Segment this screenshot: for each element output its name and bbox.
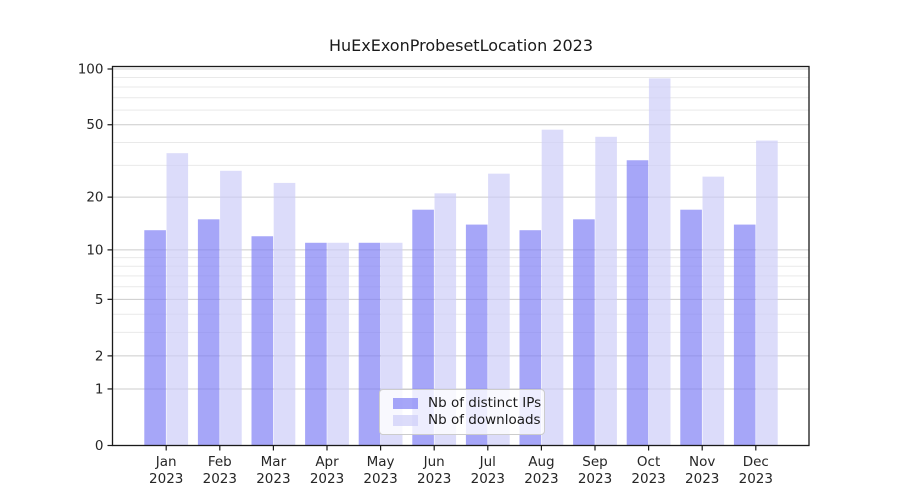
x-tick-label-aug: Aug [528, 454, 554, 470]
bar-nov-nb-of-downloads [702, 176, 725, 446]
x-tick-label-jan: Jan [155, 454, 177, 470]
y-tick-label-5: 5 [95, 292, 104, 308]
x-tick-year-feb: 2023 [203, 471, 237, 487]
x-tick-label-dec: Dec [743, 454, 769, 470]
bar-mar-nb-of-distinct-ips [251, 236, 274, 446]
bar-nov-nb-of-distinct-ips [680, 209, 702, 446]
y-tick-label-1: 1 [95, 381, 104, 397]
x-tick-year-jul: 2023 [471, 471, 505, 487]
x-tick-year-aug: 2023 [524, 471, 558, 487]
x-tick-year-nov: 2023 [685, 471, 719, 487]
x-tick-year-jan: 2023 [149, 471, 183, 487]
bar-oct-nb-of-downloads [648, 78, 671, 446]
x-tick-year-mar: 2023 [256, 471, 290, 487]
bar-jan-nb-of-distinct-ips [144, 230, 166, 446]
x-tick-year-dec: 2023 [739, 471, 773, 487]
x-tick-year-sep: 2023 [578, 471, 612, 487]
x-tick-label-feb: Feb [208, 454, 232, 470]
bar-apr-nb-of-downloads [327, 242, 349, 446]
x-tick-label-mar: Mar [261, 454, 287, 470]
x-tick-year-may: 2023 [363, 471, 397, 487]
bar-sep-nb-of-distinct-ips [573, 219, 595, 446]
legend: Nb of distinct IPs Nb of downloads [379, 389, 545, 435]
plot-border [111, 65, 810, 447]
bar-oct-nb-of-distinct-ips [626, 160, 649, 446]
y-tick-label-10: 10 [86, 242, 103, 258]
bar-feb-nb-of-distinct-ips [197, 219, 220, 446]
x-tick-label-oct: Oct [637, 454, 660, 470]
bar-aug-nb-of-downloads [541, 129, 564, 446]
legend-label-distinct-ips: Nb of distinct IPs [428, 394, 542, 411]
bar-dec-nb-of-distinct-ips [733, 224, 756, 446]
bar-jan-nb-of-downloads [166, 153, 189, 446]
bar-mar-nb-of-downloads [273, 182, 296, 446]
bar-jul-nb-of-downloads [488, 173, 510, 446]
x-tick-label-nov: Nov [689, 454, 715, 470]
legend-label-downloads: Nb of downloads [428, 412, 541, 428]
y-tick-label-100: 100 [78, 62, 104, 78]
x-tick-label-may: May [367, 454, 395, 470]
bar-feb-nb-of-downloads [220, 170, 242, 446]
bar-jun-nb-of-distinct-ips [412, 209, 434, 446]
y-tick-label-0: 0 [95, 438, 104, 454]
x-tick-year-apr: 2023 [310, 471, 344, 487]
bar-dec-nb-of-downloads [756, 140, 778, 446]
bar-jun-nb-of-downloads [434, 193, 457, 446]
x-tick-year-oct: 2023 [631, 471, 665, 487]
x-tick-label-sep: Sep [582, 454, 607, 470]
legend-swatch-downloads [393, 415, 418, 427]
bar-apr-nb-of-distinct-ips [305, 242, 327, 446]
bar-may-nb-of-distinct-ips [358, 242, 381, 446]
y-tick-label-2: 2 [95, 348, 104, 364]
legend-item-distinct-ips: Nb of distinct IPs [393, 394, 544, 411]
bar-sep-nb-of-downloads [595, 136, 617, 446]
legend-swatch-distinct-ips [393, 397, 418, 409]
x-tick-label-jul: Jul [479, 454, 496, 470]
x-tick-label-jun: Jun [423, 454, 445, 470]
y-tick-label-50: 50 [86, 117, 103, 133]
x-tick-year-jun: 2023 [417, 471, 451, 487]
legend-item-downloads: Nb of downloads [393, 412, 544, 428]
y-tick-label-20: 20 [86, 190, 103, 206]
chart-title: HuExExonProbesetLocation 2023 [328, 36, 594, 55]
x-tick-label-apr: Apr [315, 454, 339, 470]
